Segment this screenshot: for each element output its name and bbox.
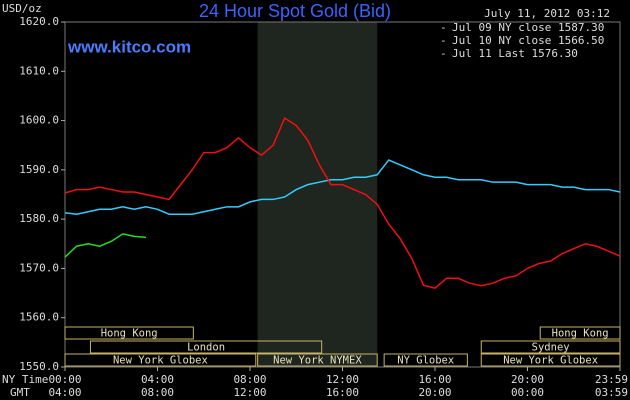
- price-line: [64, 116, 621, 289]
- x-tick-label: 16:00: [418, 373, 451, 386]
- session-box: [89, 340, 323, 354]
- chart-title: 24 Hour Spot Gold (Bid): [199, 1, 391, 21]
- session-box: [480, 340, 621, 354]
- y-tick-label: 1600.0: [19, 114, 59, 127]
- session-box: [257, 353, 378, 367]
- x-row-label: NY Time: [2, 373, 48, 386]
- y-tick-label: 1590.0: [19, 163, 59, 176]
- session-label: Hong Kong: [552, 328, 609, 340]
- gmt-tick-label: 20:00: [418, 386, 451, 399]
- gmt-tick-label: 04:00: [48, 386, 81, 399]
- highlight-band: [257, 22, 378, 367]
- gmt-tick-label: 12:00: [233, 386, 266, 399]
- y-tick-label: 1550.0: [19, 360, 59, 373]
- y-tick-label: 1570.0: [19, 261, 59, 274]
- gmt-tick-label: 00:00: [511, 386, 544, 399]
- y-tick-label: 1610.0: [19, 64, 59, 77]
- timestamp: July 11, 2012 03:12: [484, 7, 610, 20]
- session-box: [539, 326, 621, 340]
- gmt-tick-label: 03:59: [595, 386, 628, 399]
- price-line: [64, 159, 621, 215]
- x-tick-label: 20:00: [511, 373, 544, 386]
- session-label: New York Globex: [503, 355, 598, 367]
- x-tick-label: 08:00: [233, 373, 266, 386]
- y-tick-label: 1560.0: [19, 311, 59, 324]
- session-label: London: [187, 342, 225, 354]
- x-row-label: GMT: [10, 386, 30, 399]
- session-label: Hong Kong: [101, 328, 158, 340]
- site-url: www.kitco.com: [67, 37, 191, 56]
- x-tick-label: 04:00: [141, 373, 174, 386]
- session-label: NY Globex: [397, 355, 454, 367]
- session-box: [383, 353, 468, 367]
- price-line: [64, 233, 147, 258]
- session-label: Sydney: [532, 342, 570, 354]
- session-label: New York NYMEX: [273, 355, 362, 367]
- gmt-tick-label: 16:00: [326, 386, 359, 399]
- session-box: [480, 353, 621, 367]
- legend-marker: -: [440, 34, 447, 47]
- legend-entry: Jul 11 Last 1576.30: [452, 47, 578, 60]
- legend-entry: Jul 09 NY close 1587.30: [452, 21, 604, 34]
- legend-marker: -: [440, 47, 447, 60]
- x-tick-label: 00:00: [48, 373, 81, 386]
- x-tick-label: 23:59: [595, 373, 628, 386]
- session-box: [64, 353, 257, 367]
- legend-entry: Jul 10 NY close 1566.50: [452, 34, 604, 47]
- y-unit: USD/oz: [2, 2, 42, 15]
- session-box: [64, 326, 194, 340]
- y-tick-label: 1620.0: [19, 15, 59, 28]
- y-tick-label: 1580.0: [19, 212, 59, 225]
- x-tick-label: 12:00: [326, 373, 359, 386]
- legend-marker: -: [440, 21, 447, 34]
- gmt-tick-label: 08:00: [141, 386, 174, 399]
- session-label: New York Globex: [113, 355, 208, 367]
